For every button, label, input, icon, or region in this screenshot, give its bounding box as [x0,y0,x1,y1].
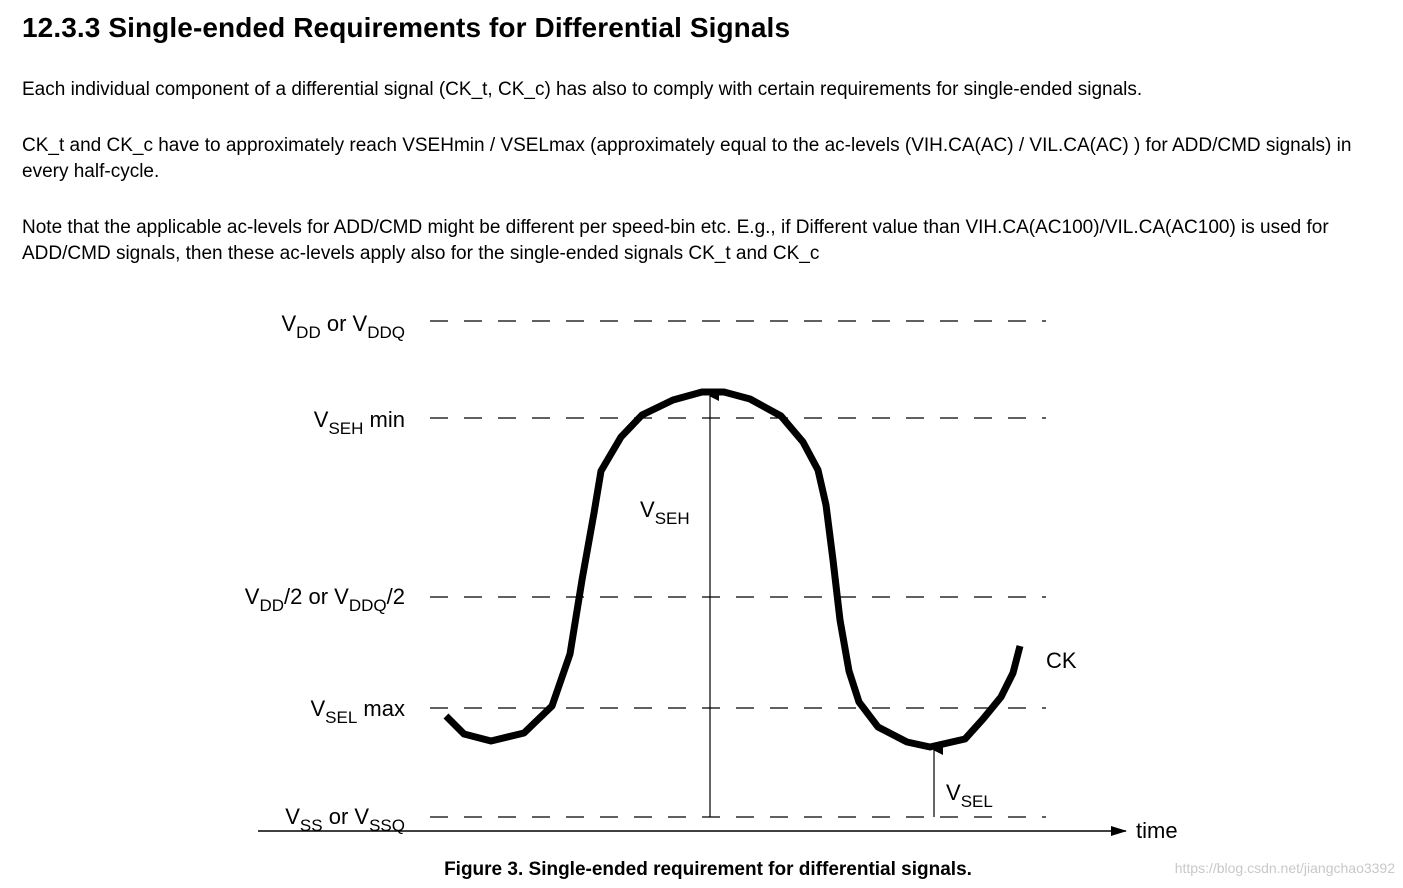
watermark: https://blog.csdn.net/jiangchao3392 [1174,860,1395,876]
label-vss-or-vssq: VSS or VSSQ [285,804,405,835]
label-ck: CK [1046,648,1077,673]
section-heading: 12.3.3 Single-ended Requirements for Dif… [22,12,791,43]
figure-caption: Figure 3. Single-ended requirement for d… [444,859,972,880]
label-vsel-max: VSEL max [310,696,405,727]
label-vseh-min: VSEH min [314,407,405,438]
paragraph-2: CK_t and CK_c have to approximately reac… [22,135,1352,182]
label-vdd-half-or-vddq-half: VDD/2 or VDDQ/2 [245,584,405,615]
label-vseh: VSEH [640,497,690,528]
paragraph-1: Each individual component of a different… [22,79,1143,100]
ck-signal-curve [443,388,1024,751]
label-vdd-or-vddq: VDD or VDDQ [281,311,405,342]
label-time: time [1136,818,1178,843]
paragraph-3: Note that the applicable ac-levels for A… [22,217,1329,264]
label-vsel: VSEL [946,780,993,811]
